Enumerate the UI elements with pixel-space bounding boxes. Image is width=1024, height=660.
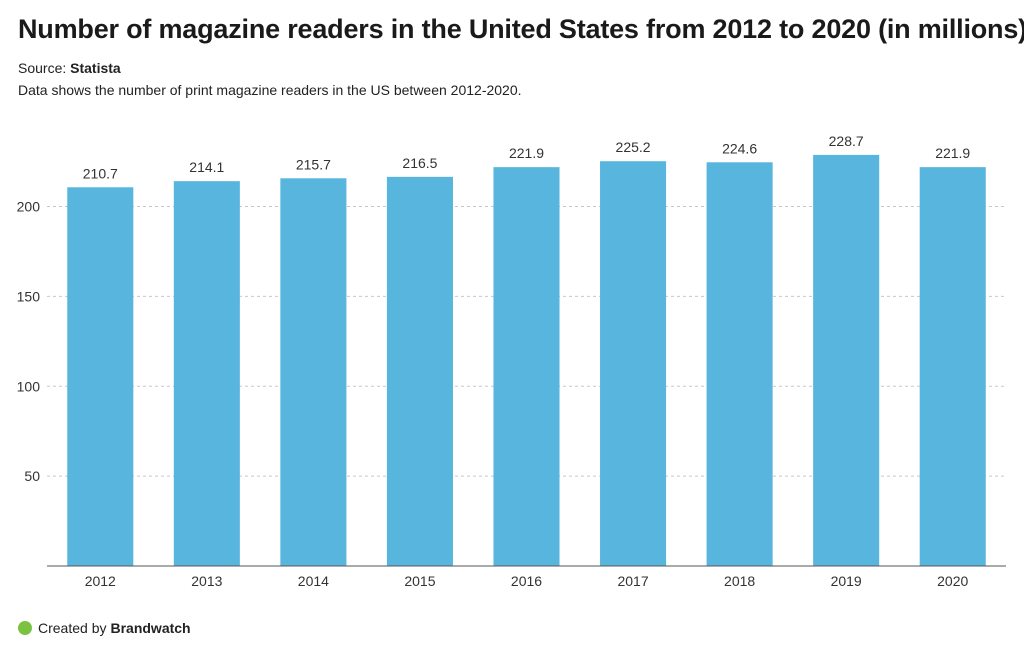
x-tick-label: 2014 [298, 573, 329, 589]
x-tick-label: 2018 [724, 573, 755, 589]
bar-value-label: 225.2 [616, 139, 651, 155]
bar [600, 161, 667, 566]
bar [280, 178, 347, 566]
created-by-label: Created by [38, 620, 107, 636]
source-name: Statista [70, 60, 121, 76]
bar [173, 181, 240, 566]
x-tick-label: 2017 [617, 573, 648, 589]
bar [706, 162, 773, 566]
footer: Created by Brandwatch [18, 620, 191, 636]
y-tick-label: 200 [17, 199, 41, 215]
source-label: Source: [18, 60, 67, 76]
bar-value-label: 214.1 [189, 159, 224, 175]
bar [813, 154, 880, 566]
x-tick-label: 2015 [404, 573, 435, 589]
x-tick-label: 2020 [937, 573, 968, 589]
brandwatch-logo-icon [18, 621, 32, 635]
chart-title: Number of magazine readers in the United… [18, 14, 1024, 44]
bar [919, 167, 986, 566]
bar [386, 176, 453, 567]
source-line: Source: Statista [18, 60, 121, 76]
x-tick-label: 2016 [511, 573, 542, 589]
bar-value-label: 221.9 [509, 145, 544, 161]
y-tick-label: 100 [17, 378, 41, 394]
bar-value-label: 215.7 [296, 156, 331, 172]
bar-value-label: 216.5 [402, 155, 437, 171]
bar-value-label: 221.9 [935, 145, 970, 161]
x-tick-label: 2019 [831, 573, 862, 589]
y-tick-label: 50 [24, 468, 40, 484]
bar-value-label: 210.7 [83, 165, 118, 181]
bar-value-label: 224.6 [722, 140, 757, 156]
bar [493, 167, 560, 566]
x-tick-label: 2012 [85, 573, 116, 589]
y-tick-label: 150 [17, 288, 41, 304]
x-tick-label: 2013 [191, 573, 222, 589]
bar-value-label: 228.7 [829, 133, 864, 149]
chart-description: Data shows the number of print magazine … [18, 82, 522, 98]
brand-name: Brandwatch [110, 620, 191, 636]
bar [67, 187, 134, 566]
